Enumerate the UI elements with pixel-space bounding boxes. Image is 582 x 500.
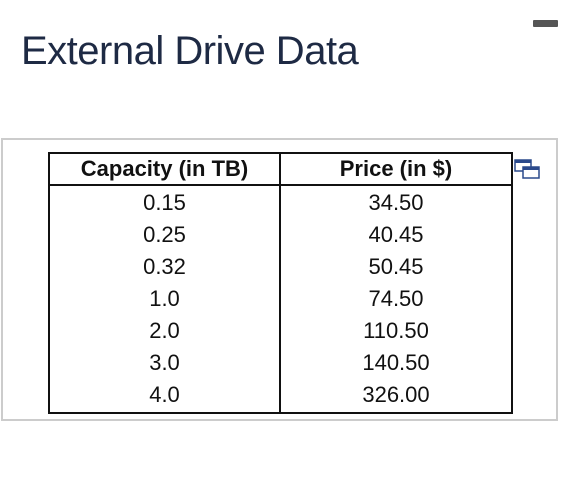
capacity-cell: 1.0 — [49, 283, 281, 315]
data-table: Capacity (in TB) Price (in $) 0.15 34.50… — [48, 152, 513, 414]
column-header-capacity: Capacity (in TB) — [49, 153, 281, 186]
price-cell: 50.45 — [368, 254, 424, 279]
price-cell: 74.50 — [368, 286, 424, 311]
table-row: 4.0 326.00 — [49, 379, 512, 413]
capacity-cell: 0.15 — [49, 185, 281, 219]
price-cell: 326.00 — [362, 382, 430, 407]
page-title: External Drive Data — [21, 29, 359, 73]
capacity-cell: 4.0 — [49, 379, 281, 413]
table-row: 0.32 50.45 — [49, 251, 512, 283]
popout-window-icon[interactable] — [514, 159, 541, 179]
capacity-cell: 0.25 — [49, 219, 281, 251]
minimize-icon[interactable] — [533, 20, 558, 27]
price-cell: 110.50 — [363, 318, 429, 343]
table-row: 2.0 110.50 — [49, 315, 512, 347]
price-cell: 140.50 — [362, 350, 430, 375]
table-header-row: Capacity (in TB) Price (in $) — [49, 153, 512, 186]
table-row: 3.0 140.50 — [49, 347, 512, 379]
capacity-cell: 3.0 — [49, 347, 281, 379]
capacity-cell: 0.32 — [49, 251, 281, 283]
table-row: 0.25 40.45 — [49, 219, 512, 251]
price-cell: 40.45 — [368, 222, 424, 247]
column-header-price: Price (in $) — [280, 153, 512, 186]
price-cell: 34.50 — [368, 189, 424, 215]
table-row: 1.0 74.50 — [49, 283, 512, 315]
capacity-cell: 2.0 — [49, 315, 281, 347]
table-row: 0.15 34.50 — [49, 185, 512, 219]
